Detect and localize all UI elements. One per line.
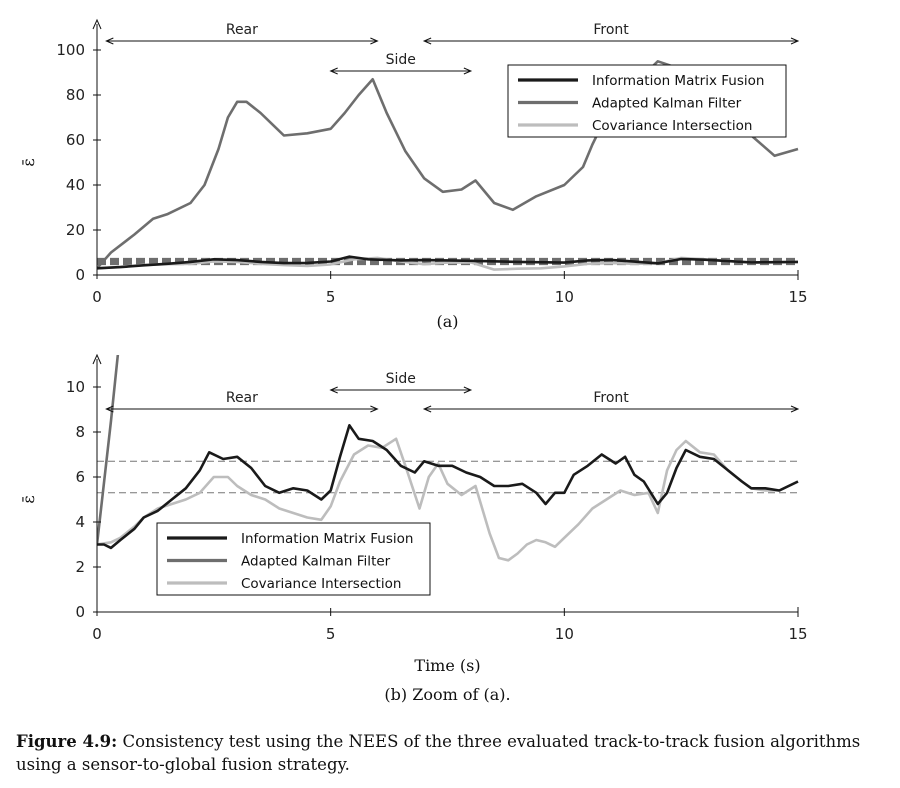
region-label: Front bbox=[593, 22, 629, 38]
region-arrow-right bbox=[790, 37, 800, 45]
figure-caption: Figure 4.9: Consistency test using the N… bbox=[16, 730, 888, 776]
region-arrow-left bbox=[422, 37, 432, 45]
x-tick-label: 15 bbox=[788, 288, 807, 306]
y-axis-label: ε̄ bbox=[19, 495, 38, 503]
region-arrow-left bbox=[329, 386, 338, 394]
series-line-akf bbox=[97, 355, 120, 545]
figure-label: Figure 4.9: bbox=[16, 732, 118, 751]
region-label: Rear bbox=[226, 390, 258, 406]
legend-entry: Information Matrix Fusion bbox=[241, 531, 413, 547]
y-tick-label: 4 bbox=[75, 513, 85, 531]
region-arrow-right bbox=[370, 405, 379, 413]
region-arrow-right bbox=[790, 405, 800, 413]
region-label: Side bbox=[386, 52, 416, 68]
y-tick-label: 80 bbox=[66, 86, 85, 104]
legend-entry: Adapted Kalman Filter bbox=[241, 554, 391, 570]
region-label: Front bbox=[593, 390, 629, 406]
y-tick-label: 2 bbox=[75, 558, 85, 576]
legend-entry: Information Matrix Fusion bbox=[592, 73, 764, 89]
legend-entry: Covariance Intersection bbox=[241, 576, 401, 592]
y-axis-arrow bbox=[92, 18, 102, 30]
y-tick-label: 0 bbox=[75, 603, 85, 621]
y-tick-label: 10 bbox=[66, 378, 85, 396]
region-arrow-right bbox=[370, 37, 379, 45]
legend-entry: Adapted Kalman Filter bbox=[592, 96, 742, 112]
x-tick-label: 0 bbox=[92, 625, 102, 643]
region-arrow-left bbox=[329, 67, 338, 75]
y-tick-label: 40 bbox=[66, 176, 85, 194]
y-tick-label: 100 bbox=[56, 41, 85, 59]
series-line-ci bbox=[97, 256, 799, 271]
panel-a: 0 20 40 60 80 100 0 5 10 15 ε̄ Rear Side Front Informa… bbox=[19, 18, 808, 331]
x-tick-label: 10 bbox=[555, 288, 574, 306]
series-line-imf bbox=[97, 255, 799, 270]
region-arrow-left bbox=[422, 405, 432, 413]
region-label: Side bbox=[386, 371, 416, 387]
x-tick-label: 5 bbox=[326, 288, 336, 306]
panel-b: 0 2 4 6 8 10 0 5 10 15 ε̄ Rear Side Front Information … bbox=[19, 353, 808, 704]
y-tick-label: 0 bbox=[75, 266, 85, 284]
panel-subtitle: (b) Zoom of (a). bbox=[384, 685, 510, 704]
region-arrow-right bbox=[463, 386, 473, 394]
y-tick-label: 20 bbox=[66, 221, 85, 239]
series-line-akf bbox=[97, 59, 799, 270]
region-arrow-right bbox=[463, 67, 473, 75]
x-tick-label: 15 bbox=[788, 625, 807, 643]
x-tick-label: 0 bbox=[92, 288, 102, 306]
region-arrow-left bbox=[105, 37, 114, 45]
x-tick-label: 5 bbox=[326, 625, 336, 643]
y-axis-arrow bbox=[92, 353, 102, 365]
panel-subtitle: (a) bbox=[436, 312, 458, 331]
region-label: Rear bbox=[226, 22, 258, 38]
legend-entry: Covariance Intersection bbox=[592, 118, 752, 134]
x-tick-label: 10 bbox=[555, 625, 574, 643]
figure-caption-text: Consistency test using the NEES of the t… bbox=[16, 732, 861, 774]
y-tick-label: 60 bbox=[66, 131, 85, 149]
y-axis-label: ε̄ bbox=[19, 158, 38, 166]
series-line-imf bbox=[97, 423, 799, 550]
y-tick-label: 8 bbox=[75, 423, 85, 441]
y-tick-label: 6 bbox=[75, 468, 85, 486]
series-line-ci bbox=[97, 437, 799, 562]
region-arrow-left bbox=[105, 405, 114, 413]
x-axis-label: Time (s) bbox=[414, 656, 480, 675]
